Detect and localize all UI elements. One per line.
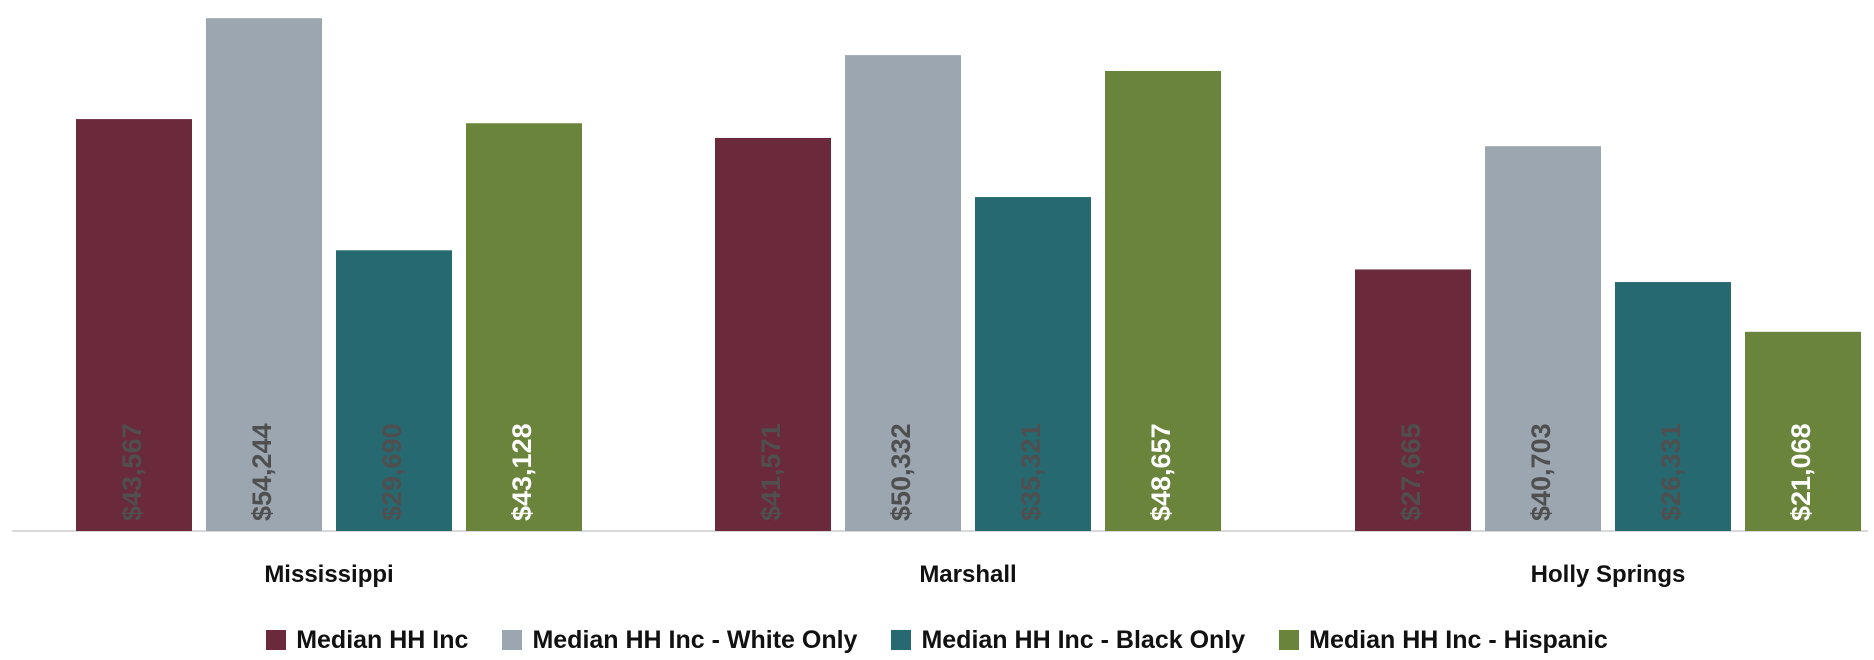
- legend-label-0: Median HH Inc: [296, 625, 469, 654]
- data-label-0-3: $43,128: [507, 423, 537, 521]
- legend: Median HH Inc Median HH Inc - White Only M…: [0, 620, 1874, 660]
- category-label-0: Mississippi: [264, 561, 393, 588]
- legend-item-2: Median HH Inc - Black Only: [891, 626, 1245, 655]
- category-labels-group: Mississippi Marshall Holly Springs: [264, 561, 1685, 588]
- bar-chart: $43,567 $54,244 $29,690 $43,128 $41,571 $50,3…: [12, 18, 1868, 588]
- data-label-0-1: $54,244: [247, 423, 277, 521]
- bar-0-0: [76, 119, 192, 532]
- data-label-1-2: $35,321: [1016, 423, 1046, 521]
- data-label-0-2: $29,690: [377, 423, 407, 521]
- bar-0-1: [206, 18, 322, 531]
- bar-0-3: [466, 123, 582, 532]
- legend-swatch-3: [1279, 630, 1300, 650]
- data-label-1-3: $48,657: [1146, 423, 1176, 521]
- category-label-1: Marshall: [919, 561, 1016, 588]
- bar-1-1: [845, 55, 961, 531]
- bars-group: [76, 18, 1861, 532]
- legend-swatch-2: [891, 630, 912, 650]
- legend-item-3: Median HH Inc - Hispanic: [1279, 626, 1608, 655]
- legend-label-3: Median HH Inc - Hispanic: [1309, 625, 1608, 654]
- data-labels-group: $43,567 $54,244 $29,690 $43,128 $41,571 $50,3…: [117, 423, 1816, 521]
- data-label-2-0: $27,665: [1396, 423, 1426, 521]
- category-label-2: Holly Springs: [1531, 561, 1686, 588]
- data-label-2-1: $40,703: [1526, 423, 1556, 521]
- bar-2-3: [1745, 331, 1861, 531]
- data-label-1-0: $41,571: [756, 423, 786, 521]
- bar-1-2: [975, 197, 1091, 531]
- bar-2-0: [1355, 269, 1471, 531]
- legend-item-1: Median HH Inc - White Only: [502, 626, 857, 655]
- legend-label-2: Median HH Inc - Black Only: [921, 625, 1246, 654]
- bar-2-2: [1615, 282, 1731, 531]
- legend-label-1: Median HH Inc - White Only: [532, 625, 858, 654]
- data-label-0-0: $43,567: [117, 423, 147, 521]
- data-label-2-3: $21,068: [1786, 423, 1816, 521]
- bar-0-2: [336, 250, 452, 531]
- data-label-1-1: $50,332: [886, 423, 916, 521]
- legend-swatch-0: [266, 630, 287, 650]
- data-label-2-2: $26,331: [1656, 423, 1686, 521]
- legend-swatch-1: [502, 630, 523, 650]
- legend-item-0: Median HH Inc: [266, 626, 468, 655]
- bar-1-0: [715, 137, 831, 531]
- bar-1-3: [1105, 70, 1221, 531]
- bar-2-1: [1485, 146, 1601, 531]
